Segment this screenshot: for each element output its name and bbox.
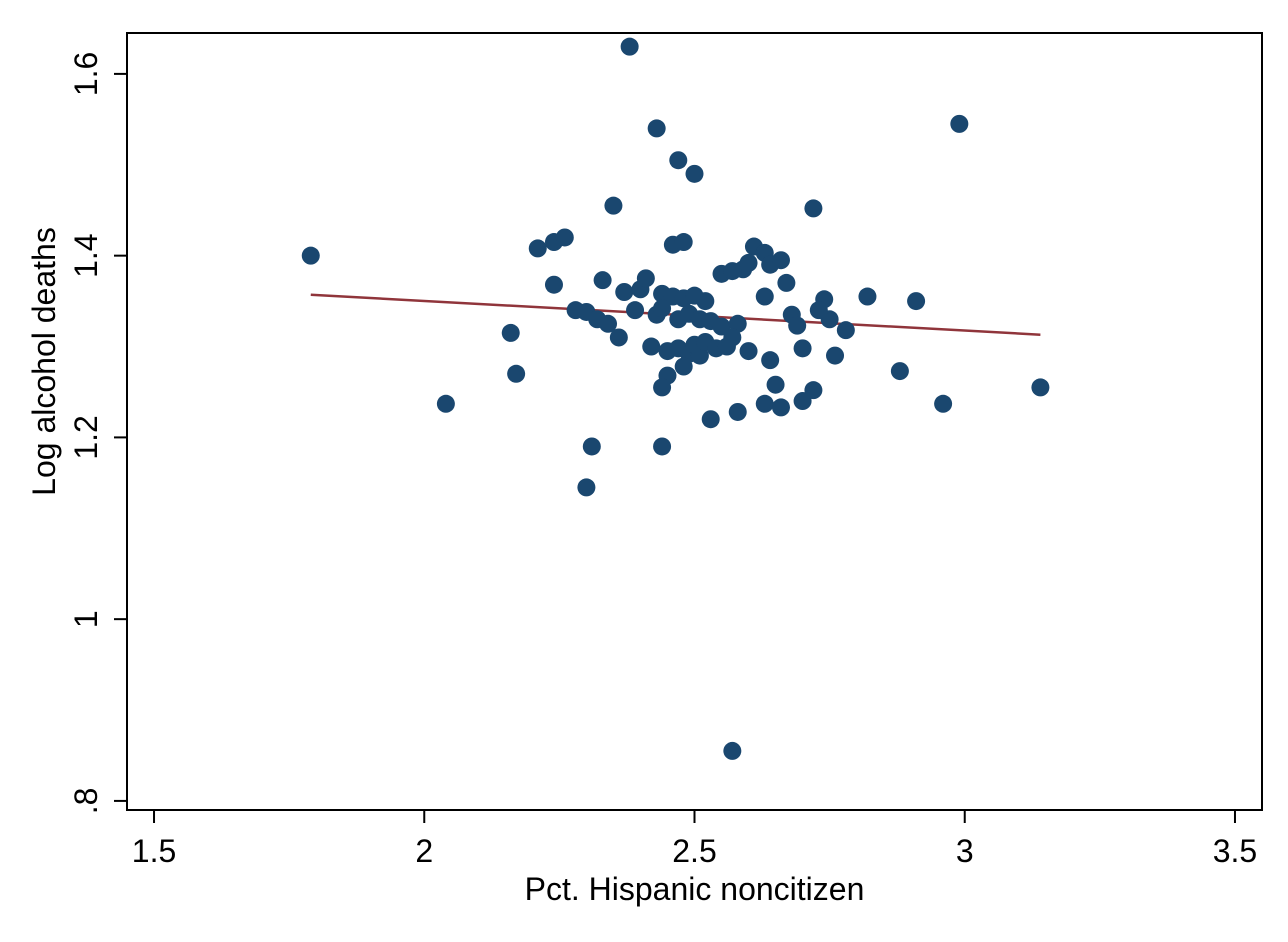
data-point [858,287,877,306]
y-axis-title: Log alcohol deaths [26,227,62,496]
data-point [604,196,623,215]
data-point [685,164,704,183]
data-point [950,114,969,133]
data-point [826,346,845,365]
data-point [626,301,645,320]
data-point [582,437,601,456]
data-point [723,741,742,760]
data-point [788,316,807,335]
data-point [609,328,628,347]
data-point [577,478,596,497]
data-point [771,251,790,270]
data-point [739,253,758,272]
data-point [755,287,774,306]
data-point [793,339,812,358]
data-point [599,314,618,333]
data-point [647,119,666,138]
y-tick-label: 1.4 [68,233,104,277]
data-point [615,283,634,301]
data-point [636,269,655,288]
data-point [653,299,672,318]
data-point [669,151,688,170]
y-tick-label: 1.2 [68,415,104,459]
data-point [804,381,823,400]
data-point [653,437,672,456]
data-point [555,228,574,247]
data-point [728,402,747,421]
data-point [809,301,828,320]
x-tick-label: 3.5 [1213,833,1257,869]
data-point [723,328,742,347]
data-point [739,342,758,361]
data-point [777,273,796,292]
data-point [755,394,774,413]
data-point [1031,378,1050,397]
data-point [690,346,709,365]
data-point [301,246,320,265]
data-point [593,271,612,290]
data-point [804,199,823,218]
data-point [642,337,661,356]
data-point [890,362,909,381]
x-tick-label: 2.5 [672,833,716,869]
data-point [907,292,926,311]
y-tick-label: 1 [68,610,104,628]
data-point [761,351,780,370]
data-point [836,321,855,340]
data-point [771,398,790,417]
data-point [501,323,520,342]
data-point [766,375,785,394]
data-point [507,364,526,383]
x-tick-label: 1.5 [132,833,176,869]
x-axis-title: Pct. Hispanic noncitizen [525,871,865,907]
data-point [436,394,455,413]
data-point [723,262,742,281]
x-tick-label: 2 [415,833,433,869]
data-point [934,394,953,413]
data-point [620,37,639,56]
data-point [701,410,720,429]
data-point [728,314,747,333]
y-tick-label: 1.6 [68,52,104,96]
data-point [674,233,693,252]
data-point [528,239,547,258]
data-point [674,357,693,376]
y-tick-label: .8 [68,788,104,815]
data-point [544,275,563,294]
data-point [696,292,715,311]
data-point [653,378,672,397]
x-tick-label: 3 [956,833,974,869]
